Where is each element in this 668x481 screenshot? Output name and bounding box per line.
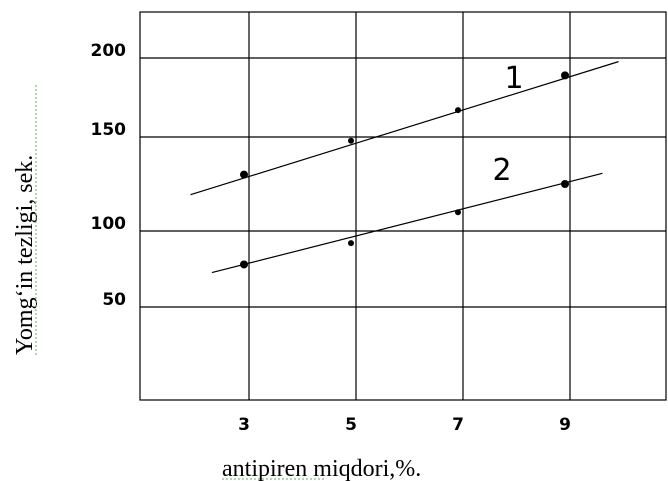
series-1-label: 1 [504, 61, 523, 96]
series-2-point-3 [240, 260, 248, 269]
y-axis-label: Yomg‘in tezligi, sek. [12, 155, 38, 355]
y-tick-label-200: 200 [91, 41, 127, 61]
series: 12 [190, 61, 619, 274]
y-tick-label-100: 100 [91, 214, 127, 234]
x-tick-label-3: 3 [238, 415, 250, 435]
series-1-point-7 [455, 107, 461, 114]
y-tick-label-150: 150 [91, 120, 127, 140]
x-tick-labels: 3 5 7 9 [238, 415, 571, 435]
series-2-label: 2 [492, 153, 511, 188]
series-2-point-7 [455, 209, 461, 216]
series-1-line [190, 61, 619, 196]
series-2-point-5 [348, 240, 354, 247]
series-2-point-9 [561, 180, 569, 188]
series-1-point-5 [348, 137, 354, 144]
x-axis-label: antipiren miqdori,%. [222, 456, 421, 481]
y-tick-label-50: 50 [102, 290, 126, 310]
x-tick-label-7: 7 [452, 415, 464, 435]
series-1-point-9 [561, 71, 569, 80]
y-tick-labels: 200 150 100 50 [91, 41, 127, 310]
series-1-point-3 [240, 170, 248, 179]
series-2-line [211, 172, 603, 274]
x-tick-label-5: 5 [345, 415, 357, 435]
x-tick-label-9: 9 [559, 415, 571, 435]
plot-frame [139, 11, 667, 401]
grid [139, 11, 667, 401]
